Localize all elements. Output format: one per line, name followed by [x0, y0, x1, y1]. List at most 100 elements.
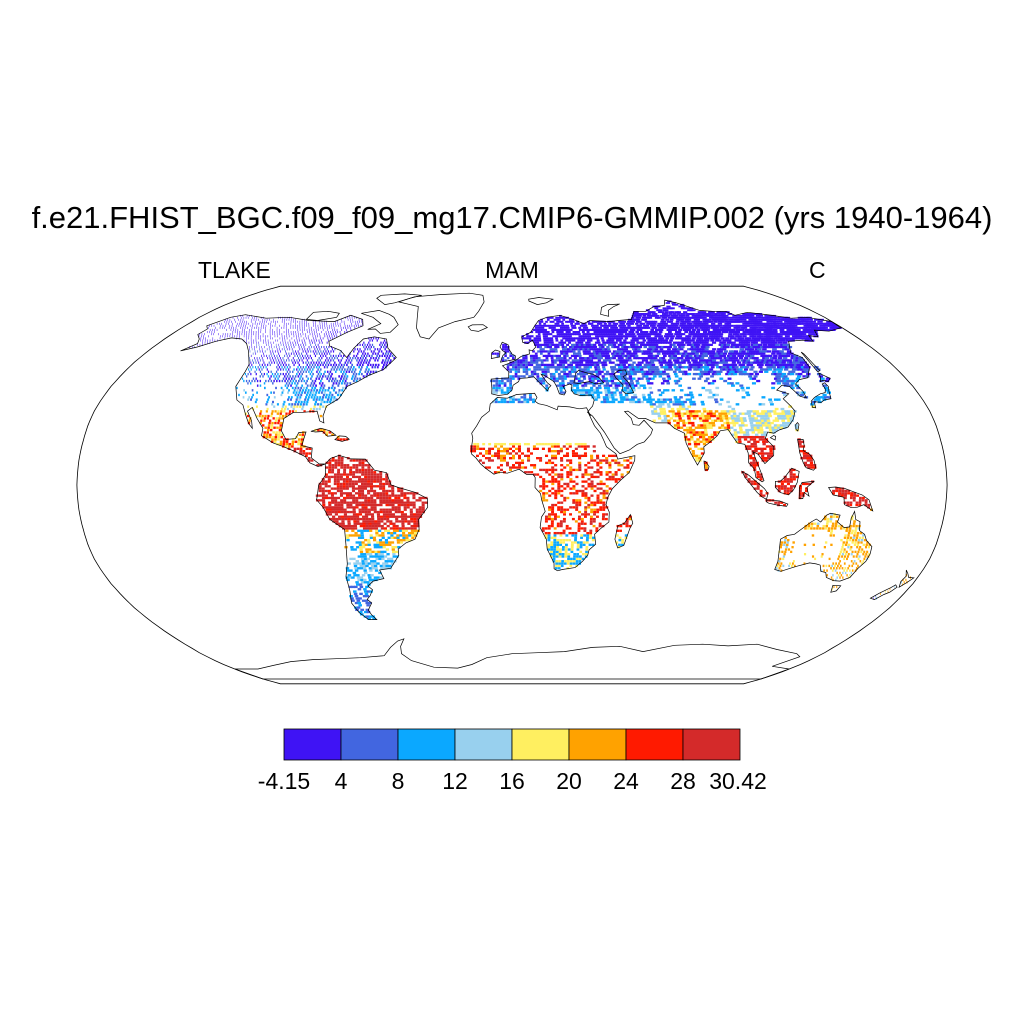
data-cell — [377, 553, 381, 556]
data-cell — [526, 442, 530, 446]
data-cell — [790, 366, 795, 369]
data-cell — [758, 403, 763, 406]
data-cell — [692, 352, 697, 355]
data-cell — [473, 445, 477, 448]
data-cell — [271, 348, 273, 351]
data-cell — [575, 475, 579, 479]
data-cell — [723, 410, 728, 413]
data-cell — [288, 389, 290, 392]
data-cell — [787, 372, 792, 376]
data-cell — [571, 541, 574, 544]
data-cell — [749, 372, 754, 376]
data-cell — [388, 510, 392, 514]
data-cell — [780, 426, 784, 429]
data-cell — [674, 375, 679, 378]
data-cell — [391, 499, 395, 502]
data-cell — [488, 450, 492, 453]
data-cell — [345, 567, 350, 570]
data-cell — [721, 366, 726, 369]
data-cell — [554, 567, 558, 570]
data-cell — [278, 352, 280, 355]
data-cell — [336, 473, 340, 476]
data-cell — [563, 375, 567, 378]
data-cell — [687, 417, 691, 420]
data-cell — [651, 410, 655, 413]
data-cell — [566, 485, 570, 488]
data-cell — [767, 457, 771, 460]
data-cell — [733, 414, 737, 418]
data-cell — [727, 428, 731, 432]
data-cell — [841, 489, 845, 493]
data-cell — [598, 522, 602, 525]
data-cell — [582, 377, 587, 380]
data-cell — [413, 515, 417, 518]
data-cell — [368, 522, 372, 525]
data-cell — [293, 352, 295, 355]
data-cell — [275, 375, 278, 378]
data-cell — [252, 366, 254, 369]
data-cell — [820, 555, 823, 558]
data-cell — [306, 379, 308, 383]
data-cell — [589, 357, 593, 360]
data-cell — [496, 354, 500, 358]
data-cell — [281, 391, 284, 394]
data-cell — [579, 393, 583, 397]
data-cell — [388, 543, 392, 547]
data-cell — [578, 466, 582, 469]
data-cell — [492, 389, 496, 392]
data-cell — [705, 438, 709, 441]
data-cell — [794, 361, 800, 364]
data-cell — [323, 345, 325, 349]
data-cell — [563, 454, 567, 458]
data-cell — [743, 352, 748, 355]
data-cell — [596, 375, 600, 378]
data-cell — [678, 377, 683, 380]
data-cell — [382, 513, 386, 516]
data-cell — [782, 348, 787, 351]
data-cell — [349, 557, 353, 561]
data-cell — [358, 597, 362, 600]
data-cell — [413, 527, 417, 530]
data-cell — [383, 515, 387, 518]
data-cell — [309, 391, 312, 394]
data-cell — [712, 359, 717, 362]
data-cell — [577, 363, 581, 367]
data-cell — [607, 357, 611, 360]
data-cell — [695, 454, 699, 458]
data-cell — [665, 379, 670, 383]
data-cell — [325, 510, 329, 514]
data-cell — [338, 375, 341, 378]
data-cell — [192, 345, 193, 349]
data-cell — [851, 564, 854, 568]
data-cell — [330, 492, 334, 495]
data-cell — [500, 450, 503, 453]
data-cell — [517, 366, 520, 369]
data-cell — [602, 508, 606, 511]
data-cell — [553, 531, 557, 535]
data-cell — [331, 433, 334, 436]
data-cell — [500, 382, 504, 385]
data-cell — [370, 499, 374, 502]
data-cell — [527, 471, 531, 474]
data-cell — [385, 567, 390, 570]
data-cell — [381, 354, 384, 358]
data-cell — [739, 428, 743, 432]
data-cell — [772, 410, 777, 413]
data-cell — [304, 368, 306, 371]
data-cell — [632, 400, 636, 404]
data-cell — [674, 400, 679, 404]
data-cell — [293, 377, 296, 380]
data-cell — [554, 478, 558, 481]
data-cell — [347, 562, 351, 565]
data-cell — [583, 522, 587, 525]
data-cell — [308, 357, 310, 360]
data-cell — [776, 350, 782, 353]
data-cell — [710, 414, 714, 418]
data-cell — [811, 555, 815, 558]
data-cell — [699, 370, 704, 373]
data-cell — [373, 506, 377, 509]
data-cell — [732, 410, 736, 413]
data-cell — [331, 393, 334, 397]
data-cell — [296, 352, 297, 355]
data-cell — [368, 615, 373, 618]
